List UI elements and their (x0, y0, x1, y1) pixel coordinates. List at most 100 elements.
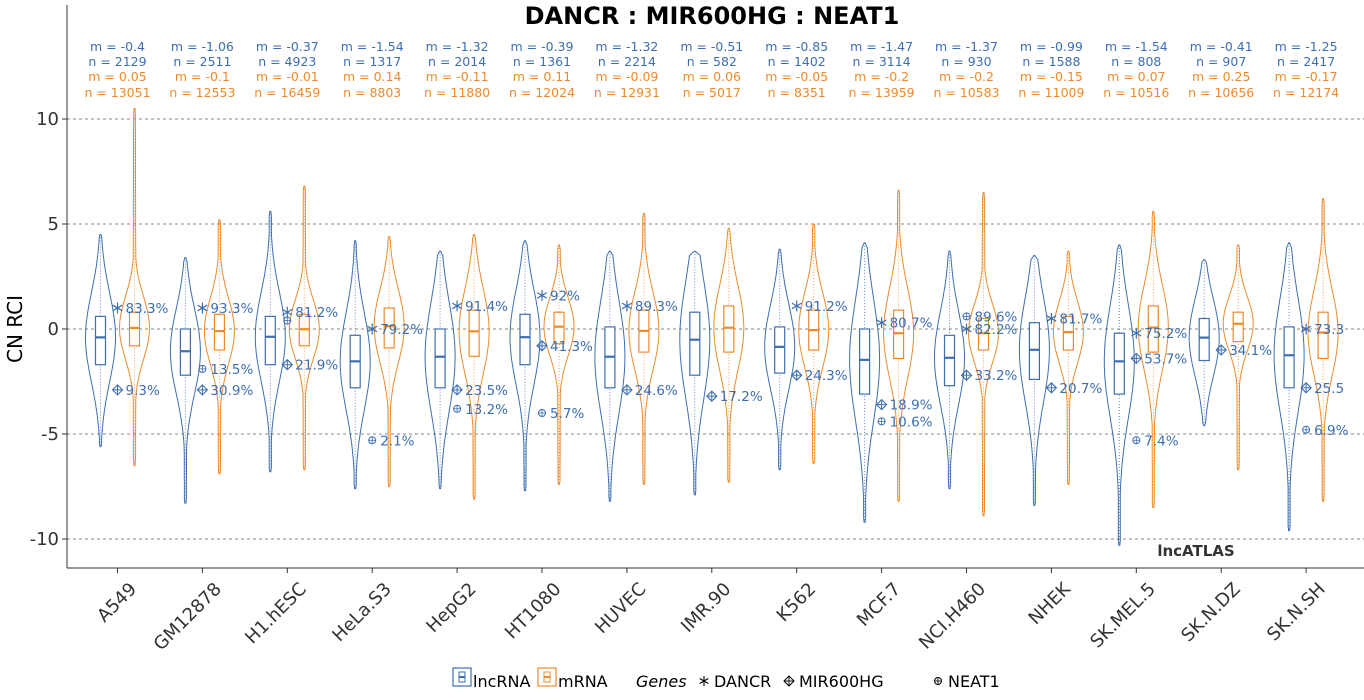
stat-label: m = -0.17 (1275, 69, 1338, 84)
mRNA-box (1317, 311, 1329, 360)
asterisk-stroke (699, 678, 709, 684)
stat-label: m = -1.54 (1105, 39, 1168, 54)
lncRNA-violin (1018, 255, 1050, 506)
lncRNA-box (94, 315, 107, 366)
stat-label: n = 808 (1111, 54, 1161, 69)
DANCR-pct-label: 83.3% (126, 301, 169, 317)
stat-label: m = 0.25 (1192, 69, 1250, 84)
stat-label: n = 582 (687, 54, 737, 69)
DANCR-pct-label: 81.7% (1059, 312, 1102, 328)
stat-label: m = -0.2 (939, 69, 994, 84)
MIR600HG-marker (706, 390, 718, 402)
stat-label: n = 2014 (428, 54, 486, 69)
MIR600HG-marker (536, 340, 548, 352)
stat-label: m = -0.05 (765, 69, 828, 84)
MIR600HG-pct-label: 20.7% (1059, 381, 1102, 397)
stat-label: m = -0.99 (1020, 39, 1083, 54)
stat-label: m = -0.41 (1190, 39, 1253, 54)
stat-label: n = 11880 (424, 85, 490, 100)
x-tick-label: IMR.90 (677, 579, 735, 637)
stat-label: m = -0.01 (256, 69, 319, 84)
x-tick-label: HepG2 (422, 579, 480, 637)
x-tick-label: SK.MEL.5 (1086, 579, 1160, 653)
stat-label: m = 0.14 (343, 69, 401, 84)
mRNA-box (383, 307, 395, 349)
NEAT1-pct-label: 13.5% (210, 362, 253, 378)
stat-label: n = 8351 (768, 85, 826, 100)
NEAT1-marker (877, 417, 886, 426)
NEAT1-marker (962, 312, 971, 321)
stat-label: m = -0.51 (680, 39, 743, 54)
asterisk-stroke (791, 302, 802, 310)
NEAT1-pct-label: 10.6% (890, 414, 933, 430)
DANCR-marker (961, 323, 972, 335)
asterisk-stroke (112, 304, 123, 312)
NEAT1-pct-label: 89.6% (975, 309, 1018, 325)
x-tick-label: NHEK (1025, 578, 1076, 629)
stat-label: n = 1317 (343, 54, 401, 69)
MIR600HG-pct-label: 24.3% (805, 368, 848, 384)
MIR600HG-pct-label: 33.2% (975, 368, 1018, 384)
MIR600HG-pct-label: 18.9% (890, 398, 933, 414)
stat-label: n = 12174 (1273, 85, 1339, 100)
stat-label: n = 907 (1196, 54, 1246, 69)
asterisk-stroke (1046, 315, 1057, 322)
NEAT1-pct-label: 2.1% (380, 433, 414, 449)
DANCR-pct-label: 81.2% (295, 305, 338, 321)
stat-label: m = -1.06 (171, 39, 234, 54)
DANCR-marker (1300, 323, 1312, 335)
MIR600HG-pct-label: 30.9% (210, 383, 253, 399)
MIR600HG-legend-marker (783, 675, 795, 687)
stat-label: n = 10583 (933, 85, 999, 100)
stat-label: m = -0.37 (256, 39, 319, 54)
MIR600HG-pct-label: 23.5% (465, 383, 508, 399)
stat-label: n = 12931 (594, 85, 660, 100)
stat-label: m = -0.11 (426, 69, 489, 84)
DANCR-pct-label: 91.2% (805, 299, 848, 315)
NEAT1-marker (283, 316, 292, 325)
stat-label: n = 1402 (768, 54, 826, 69)
stat-label: m = -0.09 (595, 69, 658, 84)
MIR600HG-marker (1130, 352, 1143, 365)
stat-label: m = -1.54 (341, 39, 404, 54)
stat-label: m = -0.1 (175, 69, 230, 84)
stat-label: m = -0.15 (1020, 69, 1083, 84)
DANCR-pct-label: 82.2% (975, 322, 1018, 338)
mRNA-box (1232, 311, 1244, 343)
DANCR-pct-label: 73.3 (1314, 322, 1344, 338)
lncRNA-box (1113, 332, 1125, 395)
NEAT1-legend-marker (934, 677, 942, 685)
NEAT1-marker (198, 364, 207, 373)
x-tick-label: SK.N.SH (1263, 579, 1330, 646)
lncRNA-violin (509, 240, 541, 492)
y-tick-label: -10 (30, 529, 59, 550)
DANCR-pct-label: 79.2% (380, 322, 423, 338)
x-tick-label: NCI.H460 (915, 579, 990, 654)
DANCR-marker (621, 300, 633, 312)
stat-label: n = 1588 (1022, 54, 1080, 69)
DANCR-marker (197, 302, 208, 314)
lncRNA-box (1283, 326, 1295, 389)
stat-label: n = 12553 (169, 85, 235, 100)
stat-label: n = 13959 (849, 85, 915, 100)
MIR600HG-marker (1300, 382, 1312, 394)
y-axis-label: CN RCI (3, 295, 27, 363)
x-tick-label: K562 (773, 579, 820, 626)
MIR600HG-pct-label: 25.5 (1314, 381, 1344, 397)
MIR600HG-marker (196, 384, 209, 396)
stat-label: n = 10516 (1103, 85, 1169, 100)
DANCR-marker (791, 300, 802, 312)
DANCR-marker (112, 302, 123, 314)
lncRNA-box (434, 328, 446, 389)
NEAT1-pct-label: 6.9% (1314, 423, 1348, 439)
DANCR-pct-label: 80.7% (890, 316, 933, 332)
MIR600HG-pct-label: 9.3% (126, 383, 160, 399)
stat-label: n = 10656 (1188, 85, 1254, 100)
stat-label: m = 0.11 (513, 69, 571, 84)
NEAT1-marker (368, 436, 377, 445)
stat-label: n = 2511 (173, 54, 231, 69)
watermark: lncATLAS (1157, 542, 1234, 560)
stat-label: m = -0.2 (854, 69, 909, 84)
stat-label: m = -0.39 (511, 39, 574, 54)
